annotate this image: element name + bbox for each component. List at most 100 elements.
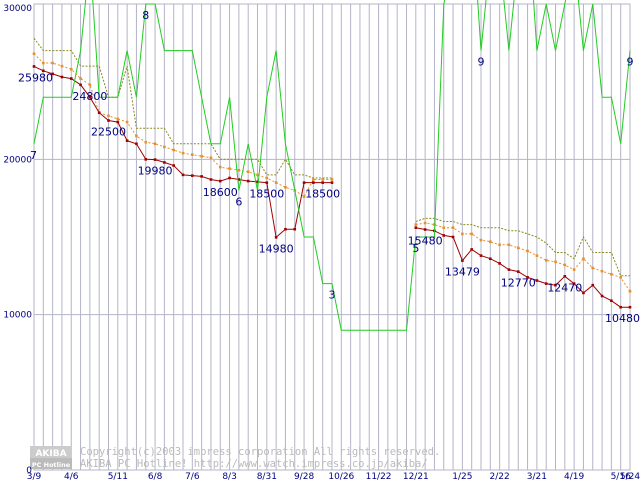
price-data-label: 13479 [445, 266, 480, 279]
avg-series-line [415, 222, 631, 292]
avg-point [125, 120, 129, 124]
price-data-label: 18600 [203, 186, 238, 199]
shop-count-label: 9 [627, 56, 634, 69]
x-tick-label: 9/28 [294, 472, 314, 480]
avg-point [619, 276, 622, 279]
avg-point [116, 117, 120, 121]
avg-point [200, 154, 203, 158]
min-point [191, 174, 194, 177]
min-point [200, 175, 203, 178]
avg-point [610, 272, 613, 276]
min-point [97, 111, 101, 115]
min-point [163, 161, 166, 164]
avg-point [591, 266, 595, 270]
avg-point [526, 249, 529, 253]
x-tick-label: 10/26 [328, 472, 354, 480]
avg-point [302, 195, 306, 198]
min-point [181, 173, 185, 177]
price-data-label: 18500 [305, 188, 340, 201]
min-point [582, 291, 585, 295]
avg-point [554, 260, 557, 264]
akiba-logo: AKIBA PC Hotline [30, 446, 72, 469]
avg-point [256, 173, 259, 177]
min-point [312, 181, 315, 184]
price-data-label: 19980 [138, 165, 173, 178]
avg-point [312, 178, 315, 181]
avg-point [582, 257, 585, 261]
x-tick-label: 5/24 [620, 472, 640, 480]
min-point [628, 305, 632, 309]
min-point [153, 158, 157, 161]
avg-point [479, 238, 483, 242]
avg-point [414, 223, 418, 226]
avg-point [153, 142, 157, 146]
min-point [516, 270, 520, 273]
avg-point [498, 243, 501, 247]
x-tick-label: 2/22 [490, 472, 510, 480]
x-tick-label: 3/9 [27, 472, 42, 480]
shop-count-label: 8 [142, 9, 149, 22]
min-point [507, 268, 511, 271]
min-point [265, 181, 269, 184]
avg-point [265, 176, 269, 180]
avg-point [489, 240, 492, 243]
min-point [489, 257, 492, 261]
min-point [107, 119, 110, 122]
min-point [451, 235, 455, 239]
min-point [125, 139, 129, 142]
min-point [284, 227, 287, 231]
avg-point [274, 181, 278, 184]
avg-point [470, 232, 473, 236]
x-tick-label: 8/3 [222, 472, 236, 480]
y-tick-label: 20000 [3, 155, 32, 165]
avg-point [191, 153, 194, 156]
min-point [79, 83, 82, 87]
logo-bottom-text: PC Hotline [32, 461, 71, 469]
min-point [69, 77, 73, 80]
watermark: AKIBA PC Hotline Copyright(c)2003 impres… [30, 446, 440, 470]
avg-point [237, 168, 241, 172]
min-point [330, 181, 334, 184]
chart-grid [33, 3, 631, 471]
price-data-label: 14980 [259, 242, 294, 255]
avg-point [79, 77, 82, 80]
shop-count-label: 7 [30, 149, 37, 162]
min-point [470, 248, 473, 251]
avg-point [516, 246, 520, 250]
price-data-label: 12470 [547, 281, 582, 294]
min-series-line [415, 227, 630, 308]
min-point [218, 179, 222, 183]
min-point [544, 282, 548, 285]
y-tick-label: 10000 [3, 311, 32, 321]
min-point [423, 228, 427, 231]
min-point [563, 274, 567, 278]
avg-point [330, 178, 334, 181]
avg-point [144, 140, 148, 144]
price-data-label: 25980 [18, 71, 53, 84]
shop-count-label: 6 [235, 195, 242, 208]
min-point [51, 72, 54, 76]
min-point [172, 164, 175, 167]
min-point [461, 259, 464, 262]
min-point [228, 176, 231, 180]
price-data-label: 10480 [605, 312, 640, 325]
min-point [414, 226, 418, 229]
min-point [88, 95, 92, 99]
min-point [42, 69, 45, 73]
x-tick-label: 5/11 [108, 472, 128, 480]
min-point [591, 283, 595, 287]
avg-point [218, 165, 222, 169]
x-tick-label: 11/22 [366, 472, 392, 480]
min-point [256, 180, 259, 184]
price-data-label: 24800 [72, 90, 107, 103]
price-data-label: 12770 [501, 277, 536, 290]
x-tick-label: 4/6 [64, 472, 79, 480]
shops-series-line [33, 0, 631, 331]
avg-point [544, 259, 548, 262]
shop-count-label: 3 [329, 289, 336, 302]
avg-point [163, 145, 166, 149]
shop-count-label: 5 [412, 242, 419, 255]
min-point [526, 276, 529, 279]
price-data-label: 15480 [408, 235, 443, 248]
min-point [610, 299, 613, 302]
